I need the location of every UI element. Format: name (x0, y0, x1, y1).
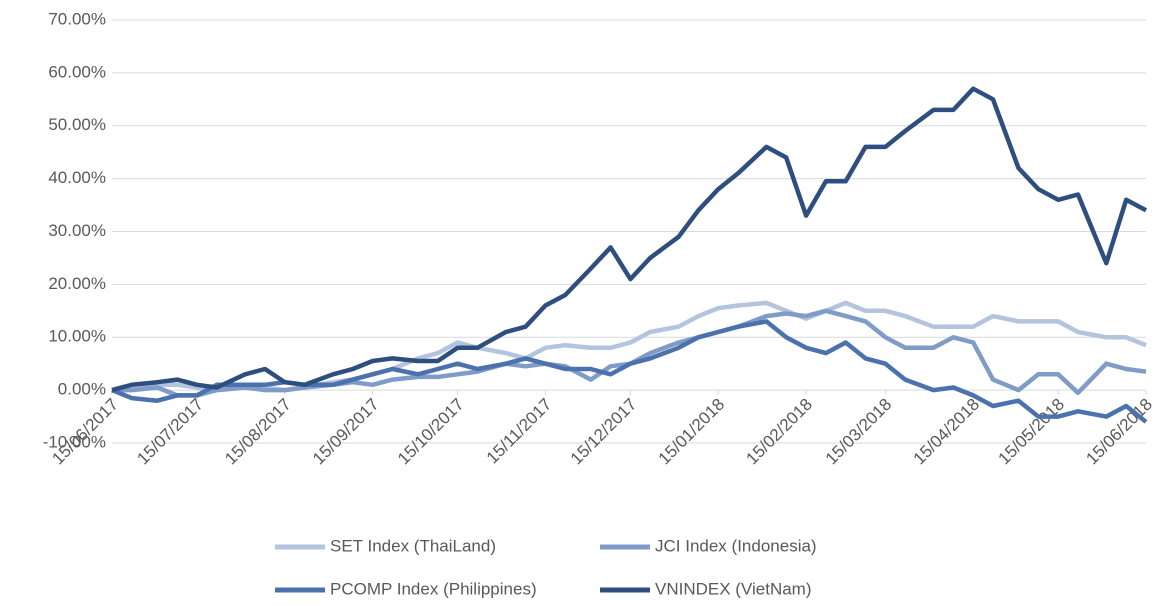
legend-label: JCI Index (Indonesia) (655, 536, 817, 555)
x-tick-label: 15/02/2018 (742, 395, 816, 469)
legend-label: PCOMP Index (Philippines) (330, 579, 537, 598)
y-tick-label: 60.00% (48, 62, 106, 81)
y-tick-label: 70.00% (48, 9, 106, 28)
x-tick-label: 15/11/2017 (483, 395, 556, 468)
y-tick-label: 30.00% (48, 221, 106, 240)
x-tick-label: 15/06/2017 (48, 395, 122, 469)
y-tick-label: 10.00% (48, 327, 106, 346)
y-tick-label: 40.00% (48, 168, 106, 187)
x-tick-label: 15/07/2017 (133, 395, 207, 469)
x-tick-label: 15/09/2017 (309, 395, 383, 469)
x-tick-label: 15/01/2018 (655, 395, 729, 469)
legend-label: VNINDEX (VietNam) (655, 579, 812, 598)
y-tick-label: -10.00% (43, 432, 106, 451)
x-tick-label: 15/05/2018 (995, 395, 1069, 469)
legend-label: SET Index (ThaiLand) (330, 536, 496, 555)
x-tick-label: 15/03/2018 (822, 395, 896, 469)
x-tick-label: 15/06/2018 (1082, 395, 1155, 469)
x-tick-label: 15/10/2017 (394, 395, 468, 469)
series-line (111, 86, 1148, 393)
x-tick-label: 15/08/2017 (221, 395, 295, 469)
y-tick-label: 0.00% (58, 380, 106, 399)
x-tick-label: 15/04/2018 (910, 395, 984, 469)
x-tick-label: 15/12/2017 (567, 395, 641, 469)
y-tick-label: 50.00% (48, 115, 106, 134)
y-tick-label: 20.00% (48, 274, 106, 293)
